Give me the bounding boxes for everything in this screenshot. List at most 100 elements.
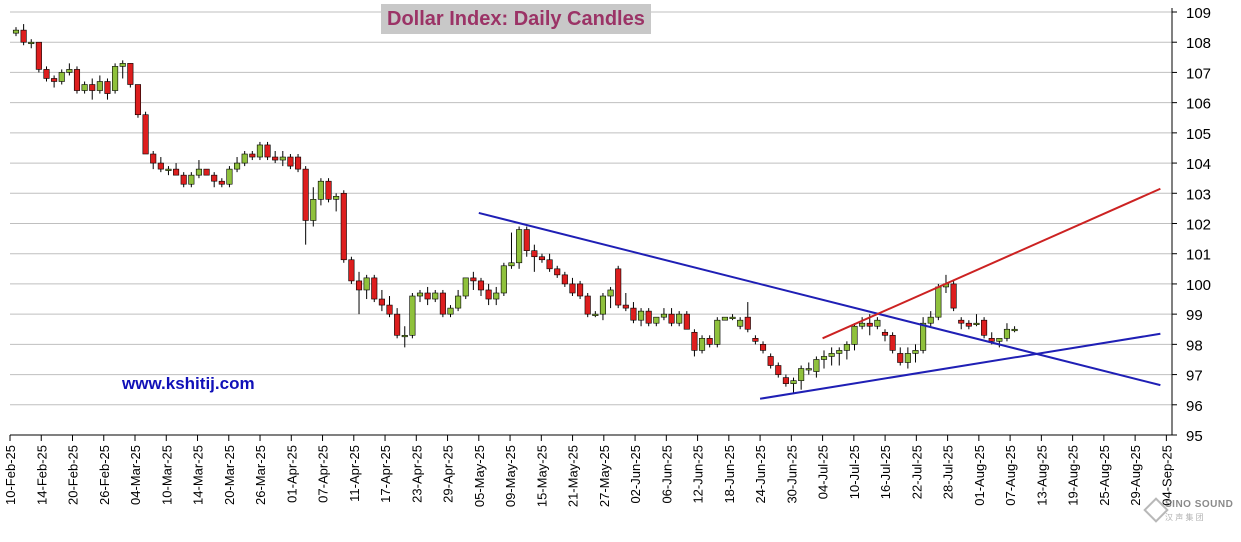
- candle-body: [668, 313, 675, 324]
- y-tick-label: 96: [1186, 398, 1203, 415]
- x-tick-label: 01-Apr-25: [284, 445, 299, 503]
- site-url-label[interactable]: www.kshitij.com: [122, 374, 255, 393]
- y-tick-label: 108: [1186, 35, 1211, 52]
- candle-body: [737, 319, 744, 327]
- candle-body: [485, 289, 492, 300]
- candle-body: [272, 156, 279, 161]
- y-tick-label: 107: [1186, 65, 1211, 82]
- candle-body: [455, 295, 462, 309]
- candle-body: [836, 350, 843, 354]
- candle-body: [729, 316, 736, 319]
- candle-body: [1003, 328, 1011, 339]
- x-tick-label: 04-Sep-25: [1159, 445, 1174, 506]
- x-tick-label: 14-Feb-25: [34, 445, 49, 505]
- candle-body: [538, 256, 546, 261]
- x-tick-label: 11-Apr-25: [347, 445, 362, 502]
- candle-body: [287, 156, 294, 167]
- candle-body: [279, 156, 286, 161]
- candle-body: [264, 144, 271, 158]
- candle-body: [660, 313, 667, 318]
- candle-body: [119, 63, 126, 67]
- trendline: [759, 332, 1161, 400]
- candle-body: [401, 334, 408, 338]
- candle-body: [965, 322, 972, 327]
- x-tick-label: 19-Aug-25: [1066, 445, 1081, 506]
- candle-body: [447, 307, 454, 315]
- x-tick-label: 12-Jun-25: [691, 445, 706, 504]
- candle-body: [394, 313, 401, 336]
- x-tick-label: 25-Aug-25: [1097, 445, 1112, 506]
- x-tick-label: 15-May-25: [534, 445, 549, 507]
- logo-name: SINO SOUND: [1165, 499, 1234, 510]
- candle-body: [622, 304, 629, 309]
- candle-body: [340, 192, 347, 261]
- candle-body: [188, 174, 195, 185]
- candle-body: [96, 81, 103, 91]
- candle-body: [516, 229, 523, 264]
- x-tick-label: 09-May-25: [503, 445, 518, 507]
- candle-body: [439, 292, 446, 315]
- candle-body: [523, 229, 530, 251]
- candle-body: [599, 295, 606, 315]
- candle-body: [180, 174, 187, 185]
- x-tick-label: 23-Apr-25: [409, 445, 424, 503]
- x-tick-label: 05-May-25: [472, 445, 487, 507]
- candle-body: [462, 277, 469, 297]
- x-tick-label: 20-Mar-25: [222, 445, 237, 505]
- candle-body: [218, 180, 225, 185]
- axes: [9, 8, 1177, 441]
- candle-body: [828, 353, 835, 357]
- x-tick-label: 21-May-25: [566, 445, 581, 507]
- y-tick-label: 99: [1186, 307, 1203, 324]
- x-tick-label: 30-Jun-25: [784, 445, 799, 504]
- candle-body: [424, 292, 431, 300]
- x-tick-label: 16-Jul-25: [878, 445, 893, 499]
- candle-body: [721, 316, 728, 321]
- candle-body: [744, 316, 751, 330]
- y-tick-label: 95: [1186, 428, 1203, 445]
- x-tick-label: 10-Feb-25: [3, 445, 18, 505]
- candle-body: [859, 322, 866, 327]
- y-tick-labels: 95 96 97 98 99 100 101 102 103 104 105 106 107 108 109: [1186, 5, 1211, 445]
- y-tick-label: 106: [1186, 96, 1211, 113]
- candle-body: [996, 338, 1003, 342]
- candle-body: [630, 307, 637, 321]
- candle-body: [73, 69, 81, 91]
- logo-subtitle: 汉 声 集 团: [1165, 513, 1204, 522]
- x-tick-label: 13-Aug-25: [1034, 445, 1049, 506]
- x-tick-label: 01-Aug-25: [972, 445, 987, 506]
- candle-body: [752, 338, 759, 342]
- y-tick-label: 102: [1186, 217, 1211, 234]
- candle-body: [554, 268, 561, 276]
- candle-body: [348, 259, 355, 282]
- candle-body: [759, 344, 767, 351]
- candle-body: [569, 283, 576, 294]
- x-tick-label: 26-Mar-25: [253, 445, 268, 505]
- candle-body: [157, 162, 164, 170]
- candle-body: [676, 313, 683, 324]
- x-tick-label: 26-Feb-25: [97, 445, 112, 505]
- candle-body: [950, 283, 957, 309]
- x-tick-label: 17-Apr-25: [378, 445, 393, 503]
- candle-body: [89, 84, 96, 91]
- x-tick-labels: 10-Feb-25 14-Feb-25 20-Feb-25 26-Feb-25 04-M…: [3, 445, 1174, 507]
- y-tick-label: 104: [1186, 156, 1211, 173]
- candle-body: [28, 41, 35, 45]
- candle-body: [20, 29, 27, 43]
- candle-body: [973, 322, 980, 326]
- candle-body: [653, 316, 660, 324]
- candle-body: [371, 277, 378, 300]
- candle-body: [249, 153, 256, 158]
- candle-body: [508, 262, 515, 267]
- trendline: [478, 211, 1161, 387]
- candle-body: [477, 280, 485, 291]
- candle-body: [706, 338, 713, 345]
- candle-body: [325, 180, 332, 200]
- candle-body: [409, 295, 416, 336]
- candle-body: [775, 365, 782, 375]
- candle-body: [874, 319, 881, 327]
- candle-body: [577, 283, 584, 297]
- candle-body: [294, 156, 302, 170]
